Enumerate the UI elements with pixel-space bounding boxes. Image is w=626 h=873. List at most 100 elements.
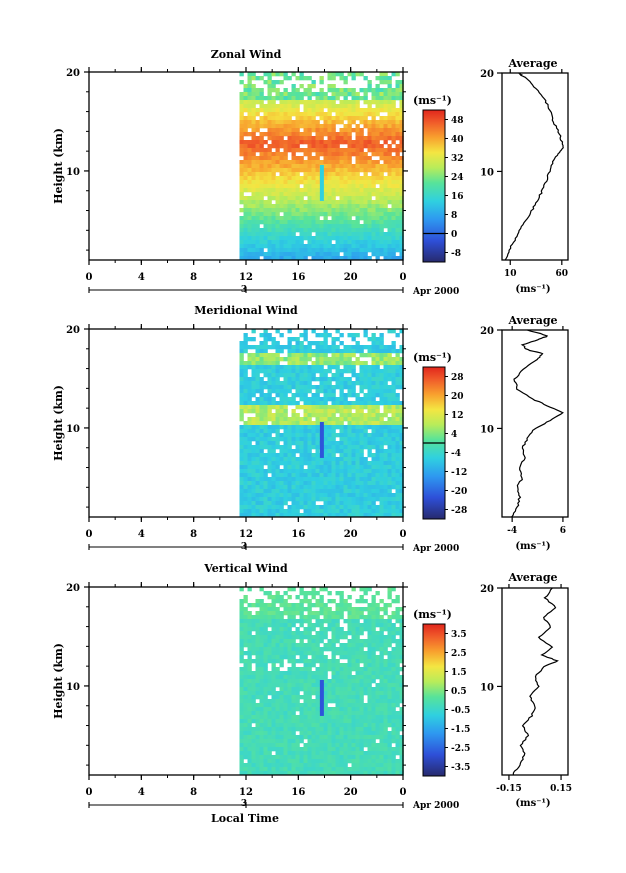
heatmap-cell: [391, 485, 396, 490]
heatmap-cell: [395, 687, 400, 692]
heatmap-cell: [279, 513, 284, 518]
heatmap-cell: [303, 513, 308, 518]
heatmap-cell: [331, 144, 336, 149]
heatmap-cell: [375, 172, 380, 177]
heatmap-cell: [395, 409, 400, 414]
heatmap-cell: [279, 497, 284, 502]
heatmap-cell: [251, 671, 256, 676]
heatmap-cell: [291, 152, 296, 157]
heatmap-cell: [279, 695, 284, 700]
heatmap-cell: [363, 465, 368, 470]
heatmap-cell: [347, 168, 352, 173]
heatmap-cell: [303, 361, 308, 366]
heatmap-cell: [307, 160, 312, 165]
heatmap-cell: [363, 473, 368, 478]
heatmap-cell: [399, 619, 404, 624]
heatmap-cell: [323, 493, 328, 498]
heatmap-cell: [279, 236, 284, 241]
heatmap-cell: [259, 76, 264, 81]
heatmap-cell: [331, 337, 336, 342]
heatmap-cell: [247, 433, 252, 438]
heatmap-cell: [383, 421, 388, 426]
heatmap-cell: [243, 144, 248, 149]
heatmap-cell: [279, 96, 284, 101]
heatmap-cell: [375, 180, 380, 185]
heatmap-cell: [315, 128, 320, 133]
heatmap-cell: [351, 493, 356, 498]
heatmap-cell: [303, 216, 308, 221]
heatmap-cell: [319, 497, 324, 502]
heatmap-cell: [259, 433, 264, 438]
heatmap-cell: [375, 711, 380, 716]
heatmap-cell: [259, 244, 264, 249]
heatmap-cell: [351, 433, 356, 438]
heatmap-cell: [375, 204, 380, 209]
heatmap-cell: [327, 365, 332, 370]
heatmap-cell: [371, 639, 376, 644]
heatmap-cell: [315, 659, 320, 664]
heatmap-cell: [367, 683, 372, 688]
heatmap-cell: [251, 497, 256, 502]
heatmap-cell: [367, 473, 372, 478]
heatmap-cell: [283, 635, 288, 640]
heatmap-cell: [291, 224, 296, 229]
heatmap-cell: [355, 232, 360, 237]
heatmap-cell: [271, 429, 276, 434]
heatmap-cell: [247, 619, 252, 624]
heatmap-cell: [283, 184, 288, 189]
heatmap-cell: [263, 485, 268, 490]
heatmap-cell: [307, 441, 312, 446]
heatmap-cell: [291, 104, 296, 109]
heatmap-cell: [319, 333, 324, 338]
heatmap-cell: [391, 493, 396, 498]
heatmap-cell: [343, 477, 348, 482]
heatmap-cell: [319, 116, 324, 121]
heatmap-cell: [319, 140, 324, 145]
heatmap-cell: [387, 505, 392, 510]
heatmap-cell: [339, 244, 344, 249]
heatmap-cell: [375, 373, 380, 378]
heatmap-cell: [335, 493, 340, 498]
heatmap-cell: [279, 691, 284, 696]
heatmap-cell: [263, 369, 268, 374]
heatmap-cell: [391, 421, 396, 426]
heatmap-cell: [319, 389, 324, 394]
heatmap-cell: [247, 365, 252, 370]
heatmap-cell: [323, 497, 328, 502]
heatmap-cell: [339, 333, 344, 338]
heatmap-cell: [275, 591, 280, 596]
heatmap-cell: [375, 224, 380, 229]
heatmap-cell: [375, 220, 380, 225]
heatmap-cell: [299, 679, 304, 684]
heatmap-cell: [339, 192, 344, 197]
heatmap-cell: [395, 397, 400, 402]
heatmap-cell: [363, 188, 368, 193]
heatmap-cell: [299, 200, 304, 205]
heatmap-cell: [399, 473, 404, 478]
heatmap-cell: [343, 76, 348, 81]
heatmap-cell: [355, 184, 360, 189]
heatmap-cell: [347, 345, 352, 350]
heatmap-cell: [383, 200, 388, 205]
heatmap-cell: [355, 92, 360, 97]
heatmap-cell: [359, 595, 364, 600]
heatmap-cell: [347, 719, 352, 724]
heatmap-cell: [395, 128, 400, 133]
heatmap-cell: [243, 631, 248, 636]
heatmap-cell: [283, 421, 288, 426]
heatmap-cell: [259, 611, 264, 616]
heatmap-cell: [323, 172, 328, 177]
heatmap-cell: [267, 104, 272, 109]
heatmap-cell: [371, 232, 376, 237]
heatmap-cell: [243, 635, 248, 640]
heatmap-cell: [391, 88, 396, 93]
heatmap-cell: [391, 393, 396, 398]
heatmap-cell: [275, 240, 280, 245]
heatmap-cell: [239, 619, 244, 624]
heatmap-cell: [359, 509, 364, 514]
heatmap-cell: [239, 485, 244, 490]
heatmap-cell: [371, 635, 376, 640]
heatmap-cell: [279, 216, 284, 221]
heatmap-cell: [283, 212, 288, 217]
heatmap-cell: [383, 425, 388, 430]
